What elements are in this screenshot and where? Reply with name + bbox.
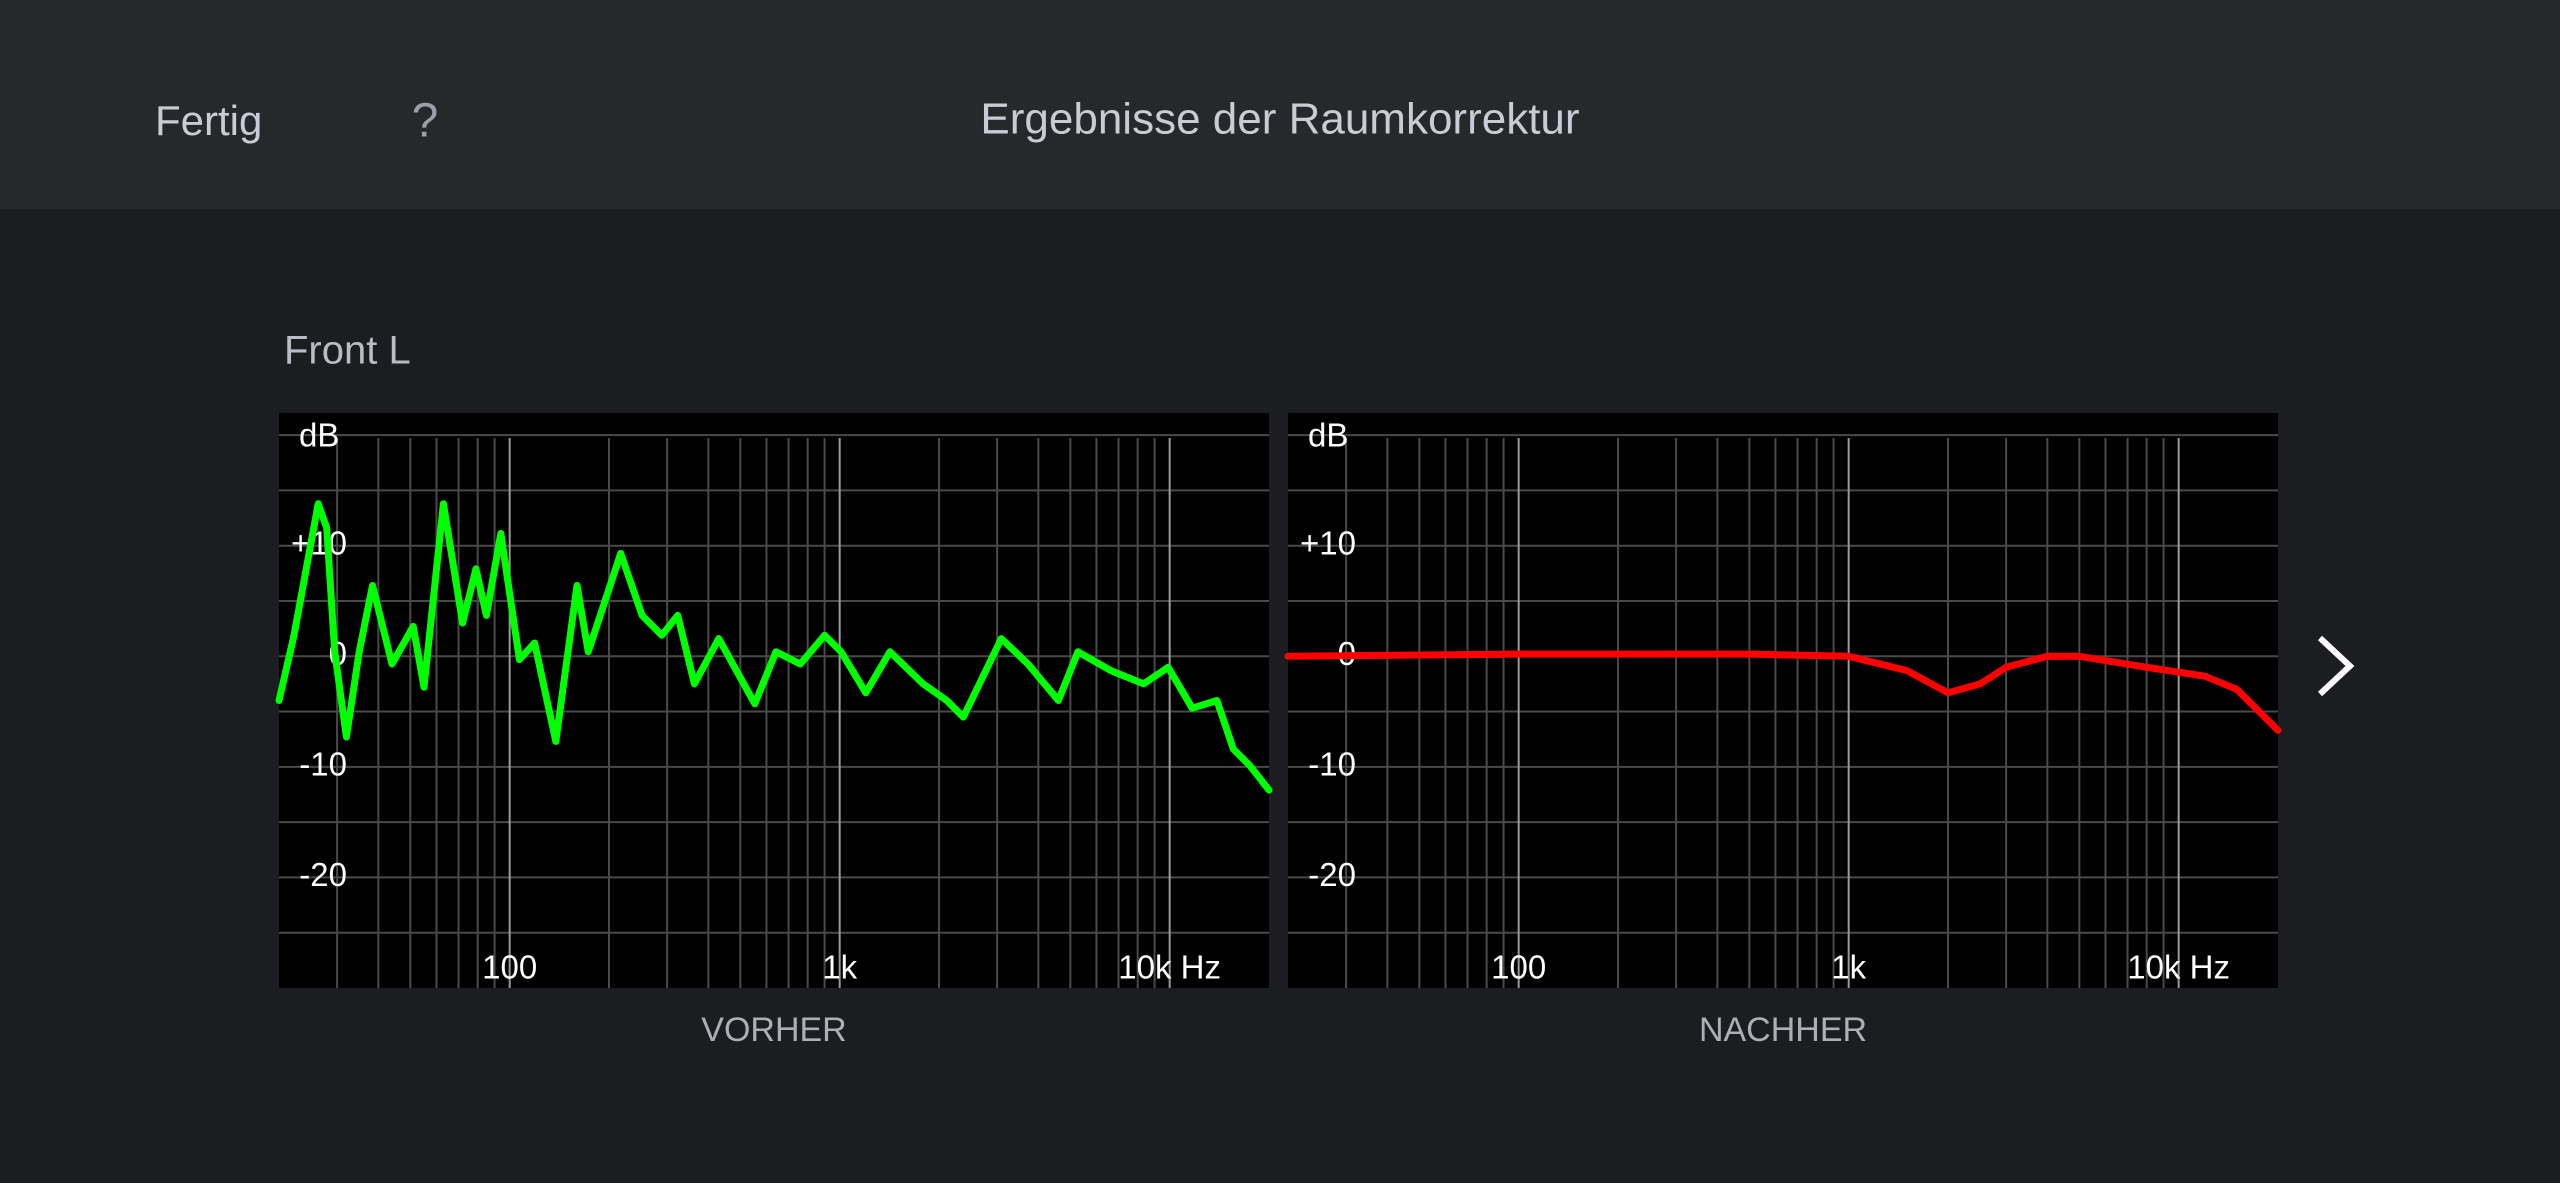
y-tick-label: -10 [299,746,347,783]
x-tick-label: 1k [822,949,857,986]
x-tick-label: 1k [1831,949,1866,986]
x-tick-label: 10k Hz [1118,949,1221,986]
plot-area [1288,413,2278,988]
response-curve [1284,650,2282,734]
y-tick-label: -10 [1308,746,1356,783]
response-curve [275,500,1273,794]
x-tick-label: 100 [1491,949,1546,986]
y-tick-label: +10 [291,524,347,561]
section-title: Front L [284,329,411,373]
x-axis-label: NACHHER [1699,1011,1867,1049]
done-button[interactable]: Fertig [155,97,262,144]
x-axis-label: VORHER [701,1011,846,1049]
y-tick-label: +10 [1300,524,1356,561]
y-axis-label: dB [299,417,339,454]
help-button[interactable]: ? [412,95,439,148]
header-bar [0,0,2560,209]
next-arrow[interactable] [2317,635,2355,697]
page-title: Ergebnisse der Raumkorrektur [980,95,1579,144]
plot-area [279,413,1269,988]
y-tick-label: -20 [299,856,347,893]
y-axis-label: dB [1308,417,1348,454]
x-tick-label: 100 [482,949,537,986]
y-tick-label: -20 [1308,856,1356,893]
x-tick-label: 10k Hz [2127,949,2230,986]
